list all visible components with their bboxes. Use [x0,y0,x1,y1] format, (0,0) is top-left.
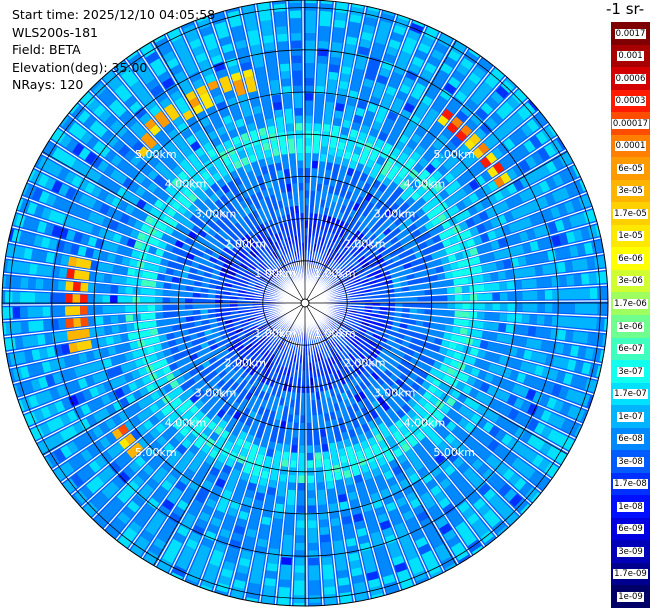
start-time: Start time: 2025/12/10 04:05:58 [12,7,216,22]
colorbar-tick-label: 1e-09 [617,591,644,602]
colorbar-tick-label: 1.7e-08 [613,479,648,490]
colorbar-tick-label: 1.7e-09 [613,569,648,580]
range-ring-label: 4.00km [404,178,446,191]
range-ring-label: 3.00km [374,387,416,400]
ray-count: NRays: 120 [12,77,84,93]
colorbar-cell: 6e-08 [611,427,650,451]
colorbar-tick-label: 1e-08 [617,501,644,512]
colorbar-tick-label: 6e-05 [617,163,644,174]
colorbar-cell: 3e-05 [611,179,650,203]
elevation: Elevation(deg): 35.00 [12,59,148,75]
colorbar-tick-label: 3e-09 [617,546,644,557]
range-ring-label: 4.00km [404,416,446,429]
range-ring-label: 3.00km [195,387,237,400]
colorbar-cell: 0.00017 [611,112,650,136]
colorbar-cell: 0.0003 [611,89,650,113]
colorbar-tick-label: 1e-07 [617,411,644,422]
colorbar-cell: 1e-07 [611,405,650,429]
radar-bins [2,0,607,606]
colorbar-tick-label: 1e-05 [617,231,644,242]
colorbar-tick-label: 0.001 [617,51,644,62]
range-ring-label: 2.00km [225,357,267,370]
range-ring-label: 2.00km [344,237,386,250]
azimuth-line [304,302,457,566]
colorbar-tick-label: 3e-06 [617,276,644,287]
range-ring-label: 1.00km [254,327,296,340]
colorbar-cell: 3e-09 [611,540,650,564]
radar-bins [65,306,129,436]
colorbar-cell: 1.7e-09 [611,562,650,586]
colorbar-cell: 6e-09 [611,517,650,541]
colorbar-cell: 6e-06 [611,247,650,271]
range-ring-label: 5.00km [433,446,475,459]
colorbar-cell: 3e-08 [611,450,650,474]
radar-bins [1,0,609,606]
colorbar-cell: 0.0017 [611,22,650,46]
colorbar-cell: 0.0006 [611,67,650,91]
colorbar-cell: 0.0001 [611,134,650,158]
range-ring-label: 1.00km [314,327,356,340]
scan-info: Start time: 2025/12/10 04:05:58 WLS200s-… [12,6,215,94]
colorbar-tick-label: 0.0003 [614,96,647,107]
colorbar-tick-label: 3e-07 [617,366,644,377]
range-ring-label: 5.00km [135,148,177,161]
range-ring-label: 2.00km [344,357,386,370]
range-labels: 1.00km 1.00km 1.00km 1.00km 2.00km 2.00km 2.00… [135,148,475,459]
colorbar-cell: 0.001 [611,44,650,68]
colorbar-cell: 6e-07 [611,337,650,361]
colorbar-tick-label: 3e-08 [617,456,644,467]
colorbar: 0.0017 0.001 0.0006 0.0003 0.00017 0.0001 6e-0… [611,22,650,609]
range-ring-label: 1.00km [314,267,356,280]
range-ring-label: 4.00km [165,416,207,429]
colorbar-cell: 1e-05 [611,224,650,248]
azimuth-line [304,302,568,455]
colorbar-tick-label: 0.00017 [611,118,650,129]
range-ring-label: 5.00km [433,148,475,161]
colorbar-tick-label: 6e-06 [617,253,644,264]
azimuth-line [153,40,306,304]
colorbar-cell: 6e-05 [611,157,650,181]
range-ring-label: 2.00km [225,237,267,250]
colorbar-cell: 1.7e-08 [611,472,650,496]
colorbar-tick-label: 6e-07 [617,344,644,355]
colorbar-cell: 1e-06 [611,315,650,339]
colorbar-tick-label: 0.0001 [614,141,647,152]
colorbar-units: -1 sr- [606,0,645,18]
range-ring-label: 3.00km [374,208,416,221]
azimuth-line [304,40,457,304]
radar-bins [451,116,505,188]
colorbar-cell: 1e-08 [611,495,650,519]
colorbar-tick-label: 1.7e-05 [613,208,648,219]
azimuth-line [42,151,306,304]
range-ring-label: 3.00km [195,208,237,221]
colorbar-tick-label: 3e-05 [617,186,644,197]
colorbar-tick-label: 0.0017 [614,28,647,39]
range-ring-label: 5.00km [135,446,177,459]
site-name: WLS200s-181 [12,24,98,40]
colorbar-cell: 1e-09 [611,585,650,609]
colorbar-cell: 3e-07 [611,360,650,384]
radar-bins [140,79,246,150]
colorbar-tick-label: 6e-08 [617,434,644,445]
azimuth-line [153,302,306,566]
colorbar-cell: 1.7e-06 [611,292,650,316]
range-grid [1,0,609,607]
colorbar-tick-label: 1.7e-07 [613,389,648,400]
colorbar-cell: 3e-06 [611,269,650,293]
colorbar-tick-label: 1e-06 [617,321,644,332]
colorbar-tick-label: 6e-09 [617,524,644,535]
colorbar-tick-label: 1.7e-06 [613,298,648,309]
azimuth-line [42,302,306,455]
field-name: Field: BETA [12,42,81,58]
colorbar-cell: 1.7e-07 [611,382,650,406]
range-ring-label: 4.00km [165,178,207,191]
colorbar-tick-label: 0.0006 [614,73,647,84]
azimuth-line [304,151,568,304]
colorbar-cell: 1.7e-05 [611,202,650,226]
range-ring-label: 1.00km [254,267,296,280]
